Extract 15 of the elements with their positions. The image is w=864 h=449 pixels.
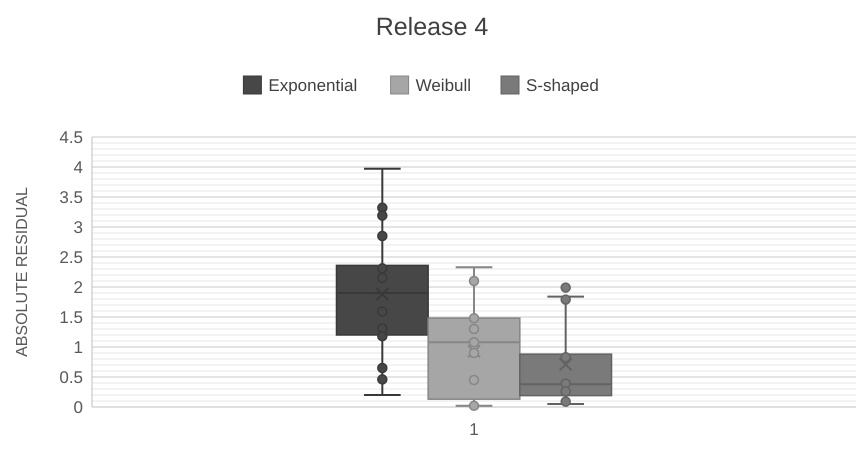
y-tick-label: 3.5 [59,188,83,207]
y-tick-label: 2 [74,278,83,297]
y-tick-label: 1.5 [59,308,83,327]
y-tick-label: 3 [74,218,83,237]
y-tick-label: 0 [74,398,83,417]
y-tick-label: 1 [74,338,83,357]
chart-title: Release 4 [376,13,488,41]
y-tick-label: 0.5 [59,368,83,387]
y-axis-title: ABSOLUTE RESIDUAL [14,186,31,357]
legend-label: Exponential [268,76,358,95]
legend-label: Weibull [416,76,472,95]
y-tick-label: 4.5 [59,128,83,147]
y-tick-label: 2.5 [59,248,83,267]
y-tick-label: 4 [74,158,83,177]
legend-label: S-shaped [526,76,599,95]
